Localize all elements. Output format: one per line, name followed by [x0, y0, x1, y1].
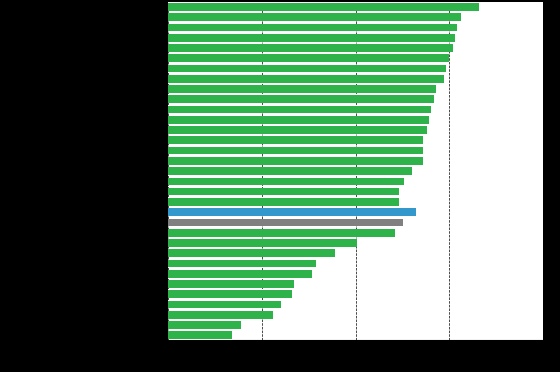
Bar — [168, 96, 435, 103]
Bar — [168, 106, 431, 113]
Bar — [168, 54, 449, 62]
Bar — [168, 85, 436, 93]
Bar — [168, 270, 312, 278]
Bar — [168, 208, 416, 216]
Bar — [168, 24, 457, 31]
Bar — [168, 219, 403, 226]
Bar — [168, 321, 241, 329]
Bar — [168, 291, 292, 298]
Bar — [168, 44, 453, 52]
Bar — [168, 13, 461, 21]
Bar — [168, 188, 399, 195]
Bar — [168, 75, 444, 83]
Bar — [168, 198, 399, 206]
Bar — [168, 34, 455, 42]
Bar — [168, 137, 423, 144]
Bar — [168, 65, 446, 73]
Bar — [168, 311, 273, 318]
Bar — [168, 301, 281, 308]
Bar — [168, 331, 232, 339]
Bar — [168, 157, 423, 165]
Bar — [168, 116, 429, 124]
Bar — [168, 3, 479, 11]
Bar — [168, 229, 395, 237]
Bar — [168, 126, 427, 134]
Bar — [168, 147, 423, 154]
Bar — [168, 177, 404, 185]
Bar — [168, 239, 357, 247]
Bar — [168, 249, 335, 257]
Bar — [168, 260, 316, 267]
Bar — [168, 167, 412, 175]
Bar — [168, 280, 293, 288]
